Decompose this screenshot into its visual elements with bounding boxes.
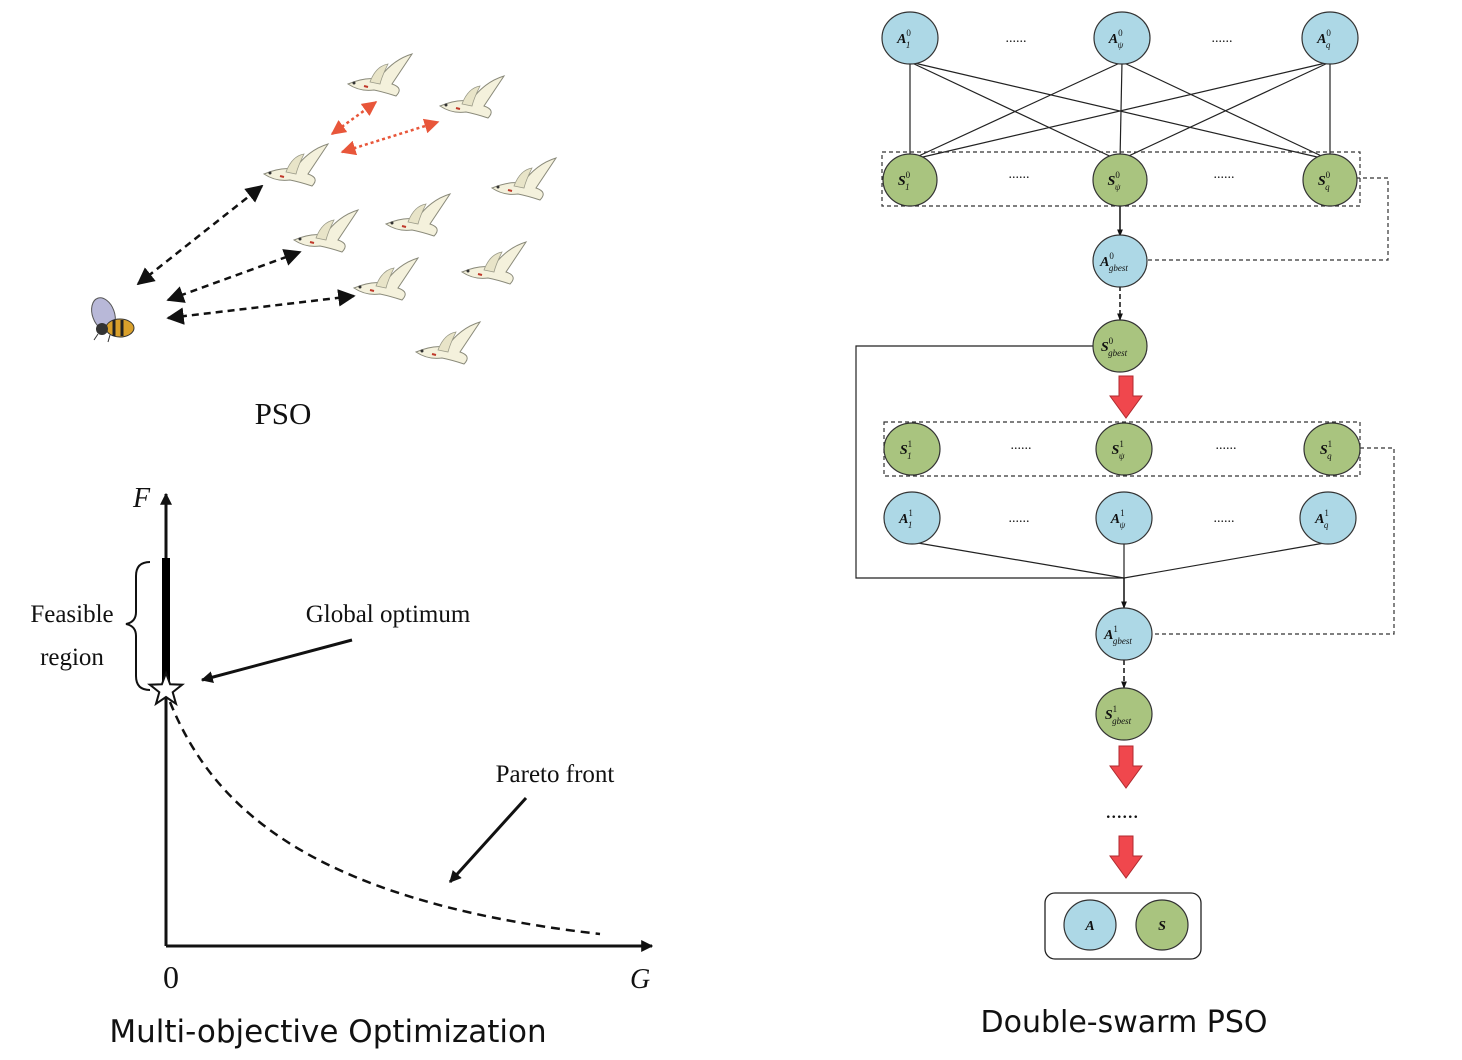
svg-text:S1q: S1 q xyxy=(1320,439,1332,461)
bird-bird-arrow xyxy=(330,100,378,136)
node-a0-0: A0 1 xyxy=(881,11,939,65)
node-s0-gbest: S0 gbest xyxy=(1092,319,1148,373)
global-optimum-label: Global optimum xyxy=(306,601,471,628)
bird-icon xyxy=(346,53,414,97)
ellipsis: ...... xyxy=(1216,438,1237,453)
svg-text:A0q: A0 q xyxy=(1316,28,1331,50)
f-axis-label: F xyxy=(132,483,151,514)
node-s0-0: S0 1 xyxy=(882,153,938,207)
pso-caption: PSO xyxy=(255,396,312,431)
s0gbest-loop-line xyxy=(855,345,1124,579)
moo-caption: Multi-objective Optimization xyxy=(109,1014,546,1050)
global-optimum-star-icon xyxy=(147,670,185,707)
svg-text:A1q: A1 q xyxy=(1314,508,1329,530)
big-ellipsis: ...... xyxy=(1106,798,1139,823)
bee-bird-arrow xyxy=(166,249,302,303)
feasible-label-2: region xyxy=(40,644,104,671)
svg-text:A0ψ: A0 ψ xyxy=(1108,28,1124,50)
bird-icon xyxy=(490,157,558,201)
pareto-front-curve xyxy=(168,701,601,936)
a0-s0-connections xyxy=(909,61,1331,161)
node-s1-gbest: S1 gbest xyxy=(1095,687,1153,741)
ellipsis: ...... xyxy=(1006,31,1027,46)
svg-text:S1ψ: S1 ψ xyxy=(1112,439,1125,461)
ellipsis: ...... xyxy=(1214,511,1235,526)
node-final-s: S xyxy=(1135,899,1189,951)
bird-icon xyxy=(414,321,482,365)
svg-text:A01: A0 1 xyxy=(896,28,911,50)
bird-icon xyxy=(460,241,528,285)
red-down-arrow-3 xyxy=(1109,835,1143,879)
svg-text:S0ψ: S0 ψ xyxy=(1108,170,1121,192)
svg-text:A1ψ: A1 ψ xyxy=(1110,508,1126,530)
bird-icon xyxy=(384,193,452,237)
moo-panel: F G 0 Feasible region Global optimum Par… xyxy=(30,483,654,1050)
node-a0-2: A0 q xyxy=(1301,11,1359,65)
origin-label: 0 xyxy=(163,959,179,995)
node-a1-gbest: A1 gbest xyxy=(1095,607,1153,661)
s0q-feedback-line xyxy=(1148,177,1389,261)
bird-icon xyxy=(352,257,420,301)
dspso-caption: Double-swarm PSO xyxy=(981,1005,1268,1040)
red-down-arrow-1 xyxy=(1109,375,1143,419)
node-a0-gbest: A0 gbest xyxy=(1092,234,1148,288)
svg-text:S01: S0 1 xyxy=(898,170,911,192)
feasible-brace xyxy=(125,561,151,691)
ellipsis: ...... xyxy=(1212,31,1233,46)
node-a0-1: A0 ψ xyxy=(1093,11,1151,65)
node-s1-1: S1 ψ xyxy=(1095,422,1153,476)
pareto-front-label: Pareto front xyxy=(496,761,615,788)
pareto-front-arrow xyxy=(448,796,528,884)
svg-text:A11: A1 1 xyxy=(898,508,913,530)
node-s1-0: S1 1 xyxy=(883,422,941,476)
bird-bird-arrow xyxy=(340,118,440,156)
bird-icon xyxy=(438,75,506,119)
ellipsis: ...... xyxy=(1009,167,1030,182)
ellipsis: ...... xyxy=(1009,511,1030,526)
bird-icon xyxy=(262,143,330,187)
node-a1-2: A1 q xyxy=(1299,491,1357,545)
svg-text:S: S xyxy=(1158,919,1166,934)
global-optimum-arrow xyxy=(200,638,353,684)
svg-text:A: A xyxy=(1084,919,1094,934)
a1-convergence-lines xyxy=(911,541,1331,579)
feasible-label-1: Feasible xyxy=(30,601,113,628)
bee-bird-arrow xyxy=(136,184,264,286)
bee-bird-arrow xyxy=(166,289,356,325)
dspso-panel: ...... ...... ...... ...... ...... .....… xyxy=(855,11,1395,1040)
s1q-feedback-line xyxy=(1152,447,1395,635)
svg-text:S0q: S0 q xyxy=(1318,170,1331,192)
g-axis-label: G xyxy=(630,964,650,995)
svg-text:S11: S1 1 xyxy=(900,439,912,461)
ellipsis: ...... xyxy=(1214,167,1235,182)
bird-icon xyxy=(292,209,360,253)
node-a1-1: A1 ψ xyxy=(1095,491,1153,545)
pso-panel: PSO xyxy=(91,53,558,431)
node-a1-0: A1 1 xyxy=(883,491,941,545)
node-final-a: A xyxy=(1063,899,1117,951)
node-s1-2: S1 q xyxy=(1303,422,1361,476)
bee-icon xyxy=(91,297,135,343)
red-down-arrow-2 xyxy=(1109,745,1143,789)
node-s0-2: S0 q xyxy=(1302,153,1358,207)
ellipsis: ...... xyxy=(1011,438,1032,453)
node-s0-1: S0 ψ xyxy=(1092,153,1148,207)
